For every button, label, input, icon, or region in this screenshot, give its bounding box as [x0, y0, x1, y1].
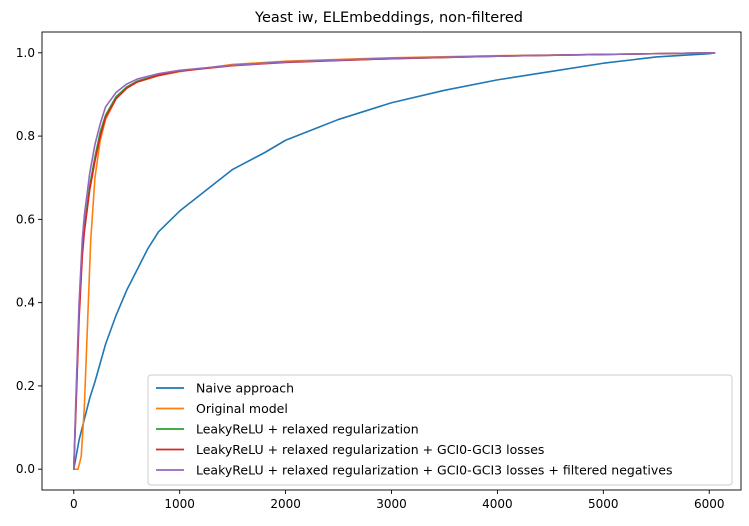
y-tick-label: 0.2 [16, 379, 35, 393]
legend-box [147, 374, 733, 486]
plot-area [72, 52, 716, 470]
legend-label-4: LeakyReLU + relaxed regularization + GCI… [196, 463, 672, 478]
x-tick-label: 1000 [164, 497, 195, 511]
series-line-0 [72, 52, 716, 470]
y-tick-label: 0.8 [16, 129, 35, 143]
axis-ticks: 0 1000 2000 3000 4000 5000 6000 0.0 0.2 0.4 0.6 0.8… [16, 46, 725, 511]
x-tick-label: 5000 [588, 497, 619, 511]
legend-label-1: Original model [196, 401, 288, 416]
legend-label-3: LeakyReLU + relaxed regularization + GCI… [196, 442, 544, 457]
y-tick-label: 1.0 [16, 46, 35, 60]
x-tick-label: 3000 [376, 497, 407, 511]
x-tick-label: 0 [70, 497, 78, 511]
x-tick-label: 4000 [482, 497, 513, 511]
series-line-4 [72, 52, 716, 470]
legend-label-2: LeakyReLU + relaxed regularization [196, 422, 419, 437]
y-tick-label: 0.6 [16, 212, 35, 226]
chart-title: Yeast iw, ELEmbeddings, non-filtered [254, 10, 523, 26]
x-tick-label: 2000 [270, 497, 301, 511]
x-tick-label: 6000 [694, 497, 725, 511]
legend-label-0: Naive approach [196, 381, 294, 396]
legend: Naive approach Original model LeakyReLU + … [147, 374, 733, 486]
y-tick-label: 0.4 [16, 296, 35, 310]
y-tick-label: 0.0 [16, 462, 35, 476]
